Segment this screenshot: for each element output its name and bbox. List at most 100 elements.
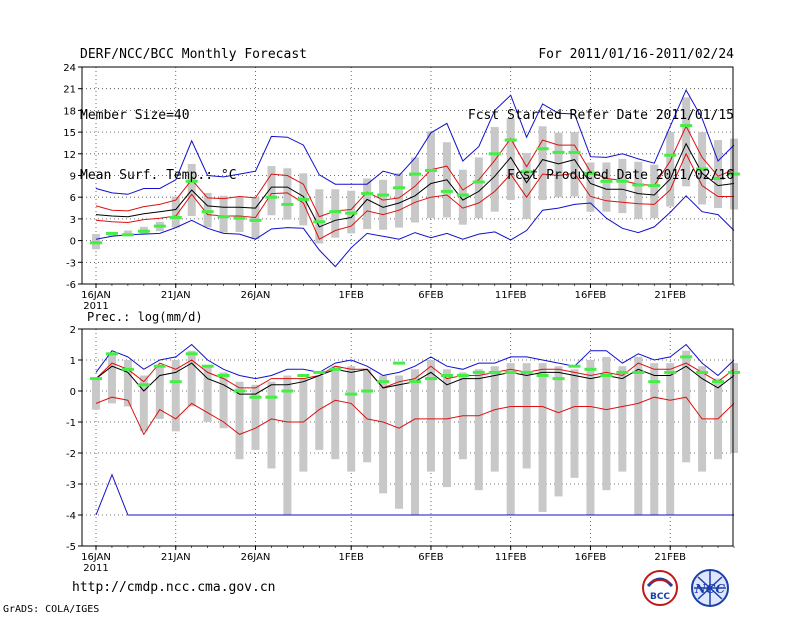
y-tick-label: -3 [66,480,76,491]
observed-marker [632,183,645,187]
spread-box [251,384,260,450]
spread-box [506,363,515,515]
spread-box [123,360,132,407]
observed-marker [345,392,358,396]
precip-panel-title: Prec.: log(mm/d) [87,310,203,324]
y-tick-label: -6 [66,280,76,291]
observed-marker [488,152,501,156]
spread-box [187,350,196,407]
observed-marker [121,233,134,237]
forecast-title: DERF/NCC/BCC Monthly Forecast [80,47,307,62]
observed-marker [90,377,102,381]
observed-marker [552,377,565,381]
spread-box [92,378,100,410]
observed-marker [424,168,437,172]
y-tick-label: 6 [70,193,76,204]
spread-box [363,178,372,230]
x-tick-label: 26JAN [241,552,271,563]
forecast-produced-date: Fcst Produced Date 2011/02/16 [507,168,734,183]
observed-marker [520,370,533,374]
x-tick-label: 21JAN [161,290,191,301]
observed-marker [664,370,677,374]
spread-box [171,196,180,228]
y-tick-label: -3 [66,258,76,269]
y-tick-label: 15 [63,128,76,139]
spread-box [506,118,515,201]
spread-box [107,353,116,404]
spread-box [283,168,292,220]
spread-box [347,366,356,472]
observed-marker [153,364,166,368]
y-tick-label: 0 [70,237,76,248]
x-tick-year-label: 2011 [83,301,108,312]
observed-marker [265,395,278,399]
observed-marker [424,377,437,381]
observed-marker [616,179,629,183]
x-tick-year-label: 2011 [83,563,108,574]
x-tick-label: 1FEB [339,552,364,563]
observed-marker [281,202,294,206]
spread-box [426,360,435,472]
y-tick-label: 24 [63,63,76,74]
spread-box [395,173,404,228]
x-tick-label: 11FEB [495,552,527,563]
observed-marker [440,374,453,377]
y-tick-label: 18 [63,106,76,117]
spread-box [155,366,164,419]
observed-marker [265,195,278,199]
observed-marker [456,374,469,377]
observed-marker [584,367,597,371]
observed-marker [648,380,661,384]
spread-box [458,169,467,225]
spread-box [363,369,372,463]
spread-box [570,369,579,478]
forecast-period: For 2011/01/16-2011/02/24 [538,47,734,62]
observed-marker [728,370,740,374]
spread-box [682,97,691,187]
spread-box [570,132,579,197]
observed-marker [712,380,725,384]
observed-marker [728,172,740,176]
spread-box [730,363,738,453]
y-tick-label: 2 [70,325,76,336]
spread-box [411,157,419,223]
observed-marker [313,370,326,374]
x-tick-label: 21FEB [654,290,686,301]
grads-credit: GrADS: COLA/IGES [3,604,100,615]
observed-marker [249,218,262,222]
series-line-lower [95,396,735,436]
observed-marker [201,364,214,368]
spread-box [522,153,531,219]
forecast-start-date: Fcst Started Refer Date 2011/01/15 [467,107,734,123]
observed-marker [249,395,262,399]
spread-box [139,375,148,432]
series-line-max [95,343,735,380]
spread-box [315,375,324,450]
observed-marker [393,361,406,365]
ncc-logo: NCC [691,569,729,607]
observed-marker [137,229,150,233]
observed-marker [345,211,358,215]
spread-box [442,369,451,488]
observed-marker [393,186,406,190]
source-url[interactable]: http://cmdp.ncc.cma.gov.cn [72,580,276,595]
observed-marker [552,150,565,154]
observed-marker [648,184,661,188]
series-line-lower [95,152,734,240]
observed-marker [377,380,390,384]
bcc-logo: BCC [642,570,678,606]
observed-marker [616,370,629,374]
spread-box [411,369,419,515]
observed-marker [105,231,118,235]
spread-box [379,375,388,494]
spread-box [618,366,627,472]
series-line-max [95,88,735,195]
spread-box [426,131,435,219]
observed-marker [440,189,453,193]
series-line-mean [95,142,735,228]
observed-marker [329,210,342,214]
observed-marker [696,370,709,374]
spread-box [379,179,388,230]
y-tick-label: 9 [70,172,76,183]
